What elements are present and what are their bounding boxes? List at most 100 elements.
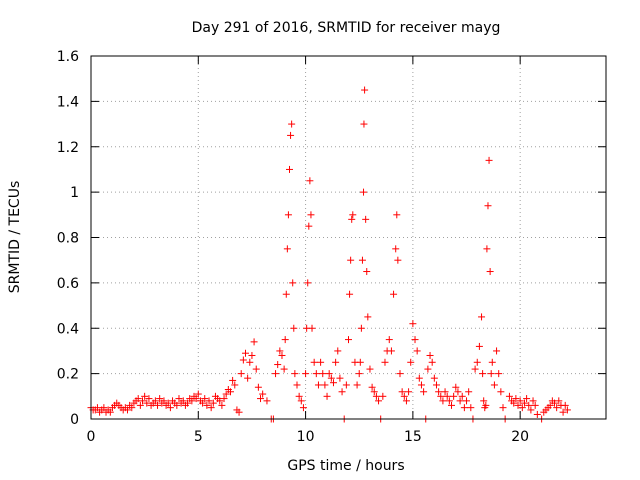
data-point bbox=[409, 320, 417, 328]
data-point bbox=[454, 388, 462, 396]
data-point bbox=[559, 408, 567, 416]
data-point bbox=[551, 399, 558, 407]
data-point bbox=[229, 376, 237, 384]
data-point bbox=[123, 406, 131, 414]
data-point bbox=[368, 383, 376, 391]
x-tick-label: 15 bbox=[404, 429, 422, 445]
data-point bbox=[274, 361, 282, 369]
data-point bbox=[188, 397, 196, 405]
data-point bbox=[235, 408, 243, 416]
data-point bbox=[250, 338, 258, 346]
data-point bbox=[272, 370, 280, 378]
data-point bbox=[295, 392, 303, 400]
data-point bbox=[411, 336, 419, 344]
data-point bbox=[417, 381, 425, 389]
y-tick-label: 0.6 bbox=[57, 276, 79, 292]
data-point bbox=[287, 131, 295, 139]
data-point bbox=[284, 211, 292, 219]
data-point bbox=[563, 406, 571, 414]
data-point bbox=[209, 399, 217, 407]
data-point bbox=[173, 401, 181, 409]
data-point bbox=[379, 392, 387, 400]
data-point bbox=[435, 388, 443, 396]
data-point bbox=[407, 358, 415, 366]
data-point bbox=[531, 401, 539, 409]
data-point bbox=[304, 279, 312, 287]
data-point bbox=[360, 188, 368, 196]
data-point bbox=[527, 406, 535, 414]
data-point bbox=[342, 381, 350, 389]
data-point bbox=[143, 399, 151, 407]
data-point bbox=[426, 351, 434, 359]
data-point bbox=[445, 397, 453, 405]
data-point bbox=[394, 256, 402, 264]
data-point bbox=[282, 290, 290, 298]
data-point bbox=[405, 388, 413, 396]
data-point bbox=[495, 370, 503, 378]
data-point bbox=[360, 120, 368, 128]
data-point bbox=[516, 397, 524, 405]
data-point bbox=[482, 401, 490, 409]
data-point bbox=[323, 392, 331, 400]
data-point bbox=[280, 365, 288, 373]
data-point bbox=[465, 388, 473, 396]
y-tick-label: 0 bbox=[70, 412, 79, 428]
data-point bbox=[263, 397, 271, 405]
data-point bbox=[349, 211, 357, 219]
data-point bbox=[471, 365, 479, 373]
data-point bbox=[485, 156, 493, 164]
y-tick-label: 0.4 bbox=[57, 321, 79, 337]
data-point bbox=[248, 351, 256, 359]
data-point bbox=[321, 381, 329, 389]
x-tick-label: 20 bbox=[511, 429, 529, 445]
data-point bbox=[242, 349, 249, 357]
data-point bbox=[518, 404, 526, 412]
data-point bbox=[306, 177, 314, 185]
data-point bbox=[424, 365, 432, 373]
data-point bbox=[387, 347, 395, 355]
data-point bbox=[490, 381, 498, 389]
data-point bbox=[290, 324, 298, 332]
data-point bbox=[291, 370, 299, 378]
data-point bbox=[281, 336, 289, 344]
y-tick-label: 0.8 bbox=[57, 231, 79, 247]
data-point bbox=[487, 370, 495, 378]
data-point bbox=[347, 256, 355, 264]
data-point bbox=[216, 397, 224, 405]
data-point bbox=[293, 381, 301, 389]
data-point bbox=[334, 347, 342, 355]
data-point bbox=[402, 397, 410, 405]
data-point bbox=[473, 358, 481, 366]
data-point bbox=[141, 392, 149, 400]
data-point bbox=[510, 399, 518, 407]
x-tick-label: 5 bbox=[194, 429, 203, 445]
data-point bbox=[478, 313, 486, 321]
data-point bbox=[327, 374, 335, 382]
data-point bbox=[239, 356, 247, 364]
data-point bbox=[413, 347, 421, 355]
data-point bbox=[467, 404, 475, 412]
data-point bbox=[201, 395, 209, 403]
data-point bbox=[512, 395, 520, 403]
data-point bbox=[362, 215, 370, 223]
data-point bbox=[218, 401, 226, 409]
data-point bbox=[257, 395, 265, 403]
data-point bbox=[106, 408, 114, 416]
data-point bbox=[220, 395, 228, 403]
data-point bbox=[493, 347, 501, 355]
data-point bbox=[497, 388, 505, 396]
data-point bbox=[283, 245, 291, 253]
data-point bbox=[428, 358, 436, 366]
data-point bbox=[458, 392, 466, 400]
y-tick-label: 1.6 bbox=[57, 49, 79, 65]
data-point bbox=[561, 401, 569, 409]
data-point bbox=[276, 347, 284, 355]
y-axis-label: SRMTID / TECUs bbox=[7, 181, 23, 294]
y-axis-ticks: 0 0.2 0.4 0.6 0.8 1 1.2 1.4 1.6 bbox=[57, 49, 606, 428]
data-point bbox=[93, 404, 101, 412]
data-point bbox=[254, 383, 262, 391]
data-point bbox=[199, 399, 207, 407]
y-tick-label: 1 bbox=[70, 185, 79, 201]
data-point bbox=[415, 374, 423, 382]
data-point bbox=[332, 358, 340, 366]
